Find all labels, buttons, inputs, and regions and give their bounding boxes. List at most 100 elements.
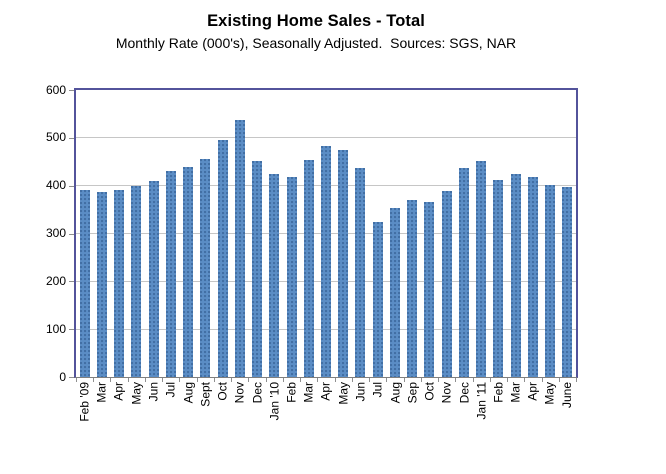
x-tick-label-text: Jun <box>146 382 161 402</box>
x-tick-mark <box>265 378 267 382</box>
x-tick-mark <box>369 378 371 382</box>
bar <box>131 186 142 377</box>
y-tick-mark <box>69 233 74 235</box>
x-tick-label-text: Aug <box>181 382 196 404</box>
x-tick-label-text: Mar <box>508 382 523 403</box>
bar <box>389 207 400 377</box>
x-tick-label-text: Jan '11 <box>474 382 489 420</box>
bar <box>355 167 366 377</box>
bar <box>114 189 125 377</box>
x-tick-mark <box>576 378 577 382</box>
x-tick-label-text: Oct <box>422 382 437 401</box>
x-tick-label-text: Jan '10 <box>267 382 282 421</box>
x-tick-label-text: Jun <box>353 382 368 402</box>
x-tick-mark <box>127 378 129 382</box>
x-tick-mark <box>472 378 474 382</box>
x-tick-mark <box>524 378 526 382</box>
bar <box>79 190 90 377</box>
y-tick-mark <box>69 185 74 187</box>
x-tick-label-text: Dec <box>456 382 471 404</box>
x-tick-mark <box>93 378 95 382</box>
bar <box>527 177 538 377</box>
bar <box>321 145 331 377</box>
x-tick-mark <box>248 378 250 382</box>
x-tick-label-text: Mar <box>94 382 109 403</box>
x-tick-mark <box>282 378 284 382</box>
x-tick-label-text: Nov <box>232 382 247 404</box>
x-tick-mark <box>541 378 543 382</box>
bar <box>96 192 107 377</box>
x-tick-mark <box>144 378 146 382</box>
y-tick-mark <box>69 90 74 91</box>
x-tick-mark <box>213 378 215 382</box>
bar <box>441 191 452 377</box>
x-tick-mark <box>489 378 491 382</box>
y-tick-label: 100 <box>45 321 66 336</box>
x-tick-mark <box>334 378 336 382</box>
y-tick-mark <box>69 137 74 139</box>
gridline <box>76 137 576 139</box>
bar <box>148 180 159 377</box>
x-tick-mark <box>558 378 560 382</box>
bar <box>286 176 297 377</box>
y-tick-mark <box>69 281 74 283</box>
bar <box>269 173 280 377</box>
bar <box>545 185 556 377</box>
chart-subtitle: Monthly Rate (000's), Seasonally Adjuste… <box>115 35 517 51</box>
bar <box>424 202 435 377</box>
bar <box>165 170 176 377</box>
x-tick-mark <box>420 378 422 382</box>
x-tick-mark <box>455 378 457 382</box>
x-tick-label-text: Jul <box>370 382 385 398</box>
x-tick-mark <box>231 378 233 382</box>
y-tick-mark <box>69 329 74 331</box>
x-tick-mark <box>300 378 302 382</box>
bar <box>476 161 487 377</box>
bar <box>458 167 469 377</box>
x-tick-mark <box>179 378 181 382</box>
x-tick-mark <box>438 378 440 382</box>
x-tick-label-text: May <box>336 382 351 405</box>
bar <box>303 159 314 377</box>
x-tick-mark <box>403 378 405 382</box>
bar <box>493 180 504 377</box>
bar <box>200 159 211 377</box>
x-tick-mark <box>386 378 388 382</box>
x-tick-label-text: Feb <box>284 382 299 403</box>
x-tick-label-text: Jul <box>163 382 178 398</box>
bar <box>372 222 383 377</box>
x-tick-label-text: Sep <box>405 382 420 404</box>
y-tick-label: 200 <box>45 273 66 288</box>
x-tick-mark <box>351 378 353 382</box>
bar <box>252 160 263 377</box>
x-tick-label-text: Apr <box>525 382 540 401</box>
y-tick-label: 300 <box>45 226 66 240</box>
y-tick-mark <box>69 377 74 378</box>
y-tick-label: 400 <box>45 178 66 193</box>
bar <box>183 166 194 377</box>
x-tick-mark <box>76 378 77 382</box>
x-tick-label-text: May <box>543 382 558 405</box>
x-tick-label-text: Nov <box>439 382 454 404</box>
y-tick-label: 600 <box>45 82 66 97</box>
x-tick-mark <box>110 378 112 382</box>
bar <box>510 174 521 377</box>
x-tick-label-text: Feb <box>491 382 506 403</box>
bar <box>338 150 349 377</box>
bar <box>217 140 228 377</box>
x-tick-label-text: May <box>129 382 144 405</box>
chart-title: Existing Home Sales - Total <box>207 12 425 30</box>
x-tick-label-text: Dec <box>250 382 265 404</box>
bar <box>562 186 573 377</box>
x-tick-label-text: Sept <box>198 382 213 407</box>
x-tick-label-text: Feb '09 <box>77 382 92 422</box>
plot-area <box>74 88 578 378</box>
x-tick-mark <box>162 378 164 382</box>
x-tick-label-text: Mar <box>301 382 316 403</box>
x-tick-mark <box>196 378 198 382</box>
x-tick-label-text: Apr <box>319 382 333 401</box>
x-tick-label-text: Aug <box>387 382 402 404</box>
bar <box>234 119 245 377</box>
x-tick-mark <box>317 378 319 382</box>
